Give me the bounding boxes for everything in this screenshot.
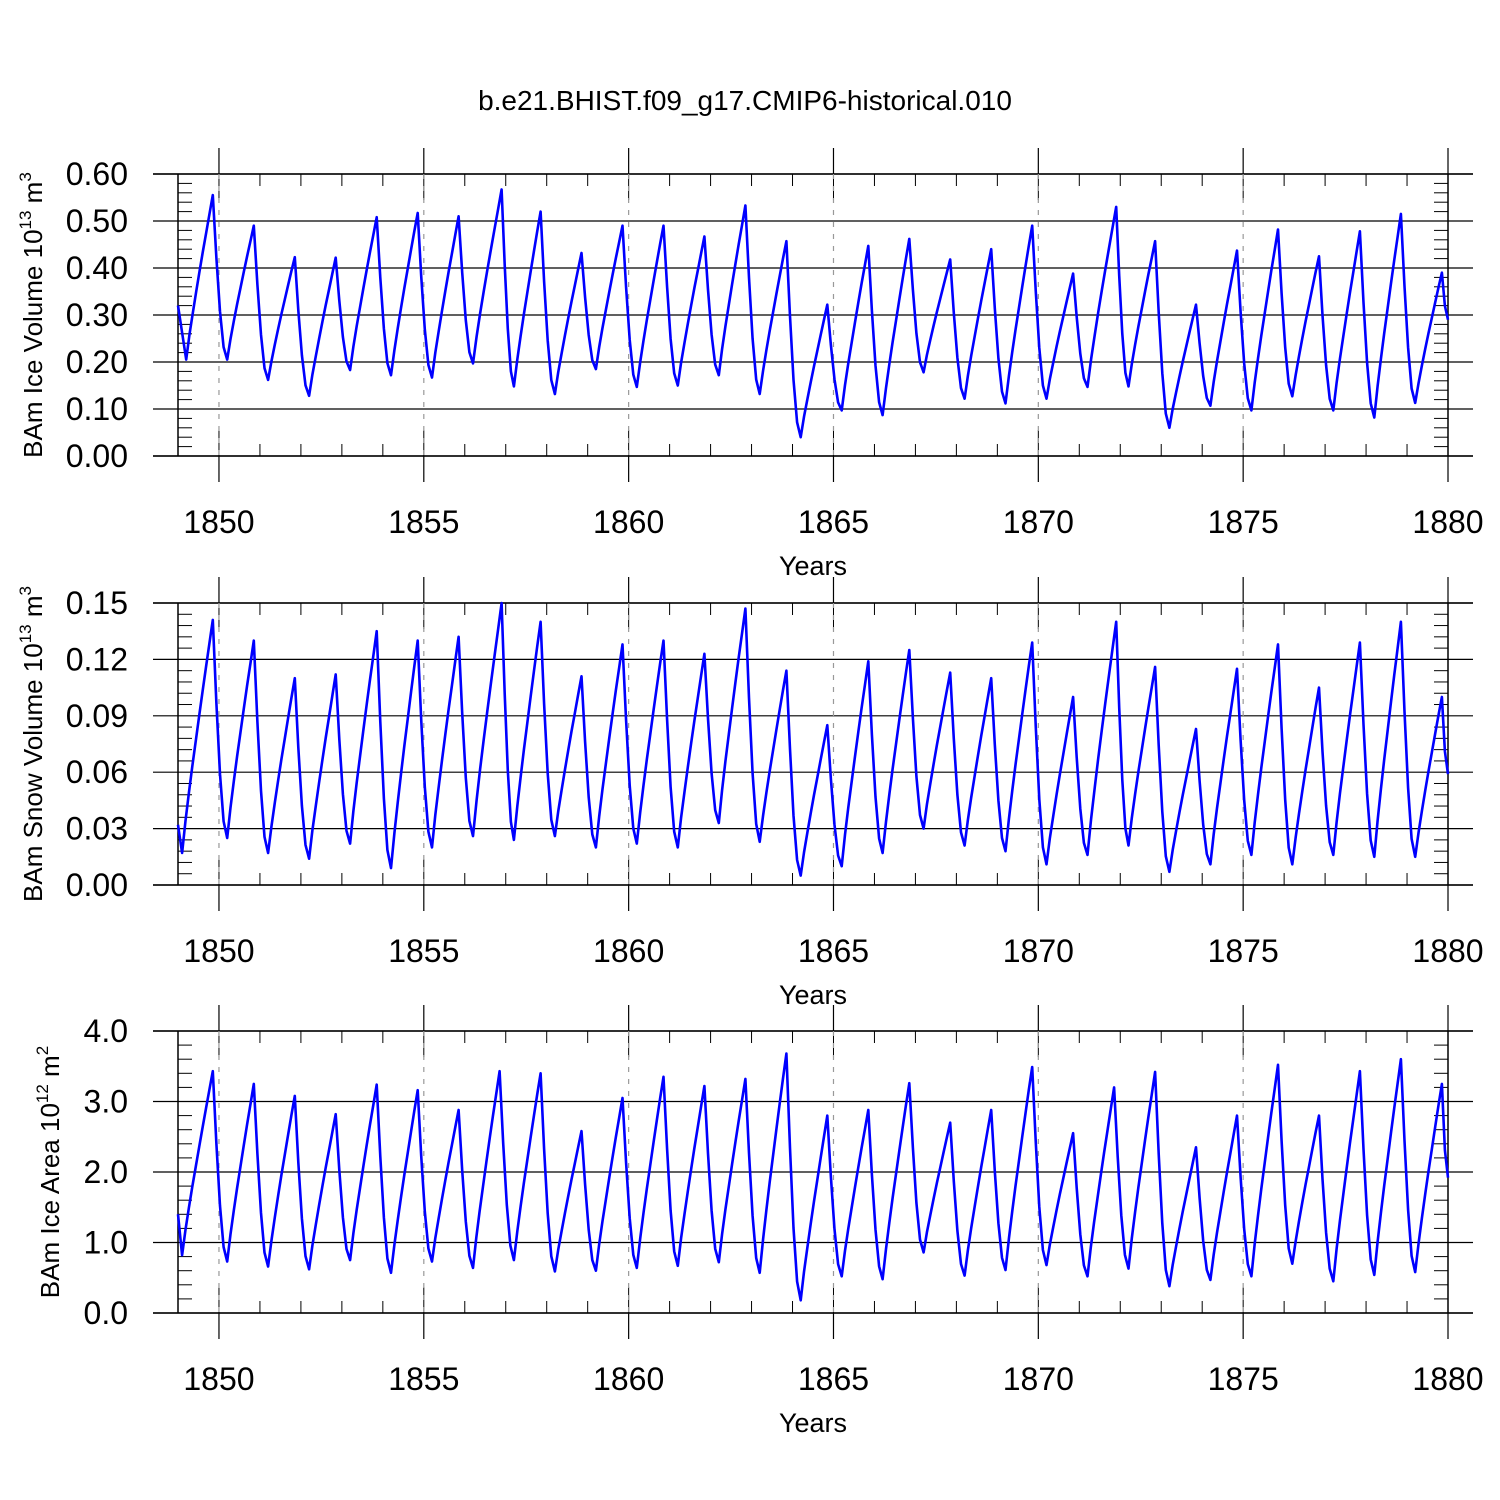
x-tick-label: 1880: [1412, 933, 1483, 969]
x-axis-label: Years: [779, 980, 847, 1010]
series-line: [176, 601, 1450, 877]
x-tick-label: 1875: [1208, 933, 1279, 969]
y-tick-label: 0.20: [66, 344, 128, 380]
x-tick-label: 1880: [1412, 1361, 1483, 1397]
panel-3: 0.0 1.0 2.0 3.0 4.0 1850 1855 1860 1865 1870 1875 1…: [33, 1005, 1484, 1438]
y-tick-label: 4.0: [84, 1013, 128, 1049]
y-tick-label: 0.09: [66, 698, 128, 734]
series-line: [176, 1052, 1450, 1302]
y-tick-label: 1.0: [84, 1225, 128, 1261]
x-axis-label: Years: [779, 551, 847, 581]
y-tick-label: 0.15: [66, 585, 128, 621]
y-tick-label: 0.30: [66, 297, 128, 333]
y-tick-label: 0.0: [84, 1295, 128, 1331]
x-tick-label: 1850: [183, 504, 254, 540]
x-tick-label: 1875: [1208, 504, 1279, 540]
panel-1: 0.00 0.10 0.20 0.30 0.40 0.50 0.60 1850 1855 1860…: [16, 148, 1484, 581]
y-axis-label: BAm Snow Volume 1013 m3: [16, 586, 48, 902]
chart-title: b.e21.BHIST.f09_g17.CMIP6-historical.010: [478, 85, 1012, 116]
x-tick-label: 1870: [1003, 933, 1074, 969]
x-tick-label: 1860: [593, 504, 664, 540]
y-axis-label: BAm Ice Volume 1013 m3: [16, 172, 48, 458]
x-tick-label: 1870: [1003, 504, 1074, 540]
x-tick-label: 1865: [798, 1361, 869, 1397]
x-tick-label: 1880: [1412, 504, 1483, 540]
y-tick-label: 0.40: [66, 250, 128, 286]
y-tick-label: 0.00: [66, 867, 128, 903]
x-tick-label: 1855: [388, 504, 459, 540]
y-tick-label: 0.06: [66, 754, 128, 790]
x-tick-label: 1865: [798, 504, 869, 540]
y-tick-label: 0.50: [66, 203, 128, 239]
y-axis-label: BAm Ice Area 1012 m2: [33, 1046, 65, 1298]
x-tick-label: 1870: [1003, 1361, 1074, 1397]
x-tick-label: 1850: [183, 933, 254, 969]
y-tick-label: 0.03: [66, 811, 128, 847]
y-tick-label: 0.12: [66, 641, 128, 677]
y-tick-label: 3.0: [84, 1084, 128, 1120]
x-tick-label: 1855: [388, 933, 459, 969]
x-tick-label: 1865: [798, 933, 869, 969]
x-tick-label: 1860: [593, 933, 664, 969]
x-tick-label: 1860: [593, 1361, 664, 1397]
y-tick-label: 2.0: [84, 1154, 128, 1190]
x-tick-label: 1875: [1208, 1361, 1279, 1397]
y-tick-label: 0.10: [66, 391, 128, 427]
panel-2: 0.00 0.03 0.06 0.09 0.12 0.15 1850 1855 1860 1865…: [16, 577, 1484, 1010]
x-tick-label: 1850: [183, 1361, 254, 1397]
y-tick-label: 0.00: [66, 438, 128, 474]
x-axis-label: Years: [779, 1408, 847, 1438]
x-tick-label: 1855: [388, 1361, 459, 1397]
y-tick-label: 0.60: [66, 156, 128, 192]
series-line: [176, 188, 1450, 439]
